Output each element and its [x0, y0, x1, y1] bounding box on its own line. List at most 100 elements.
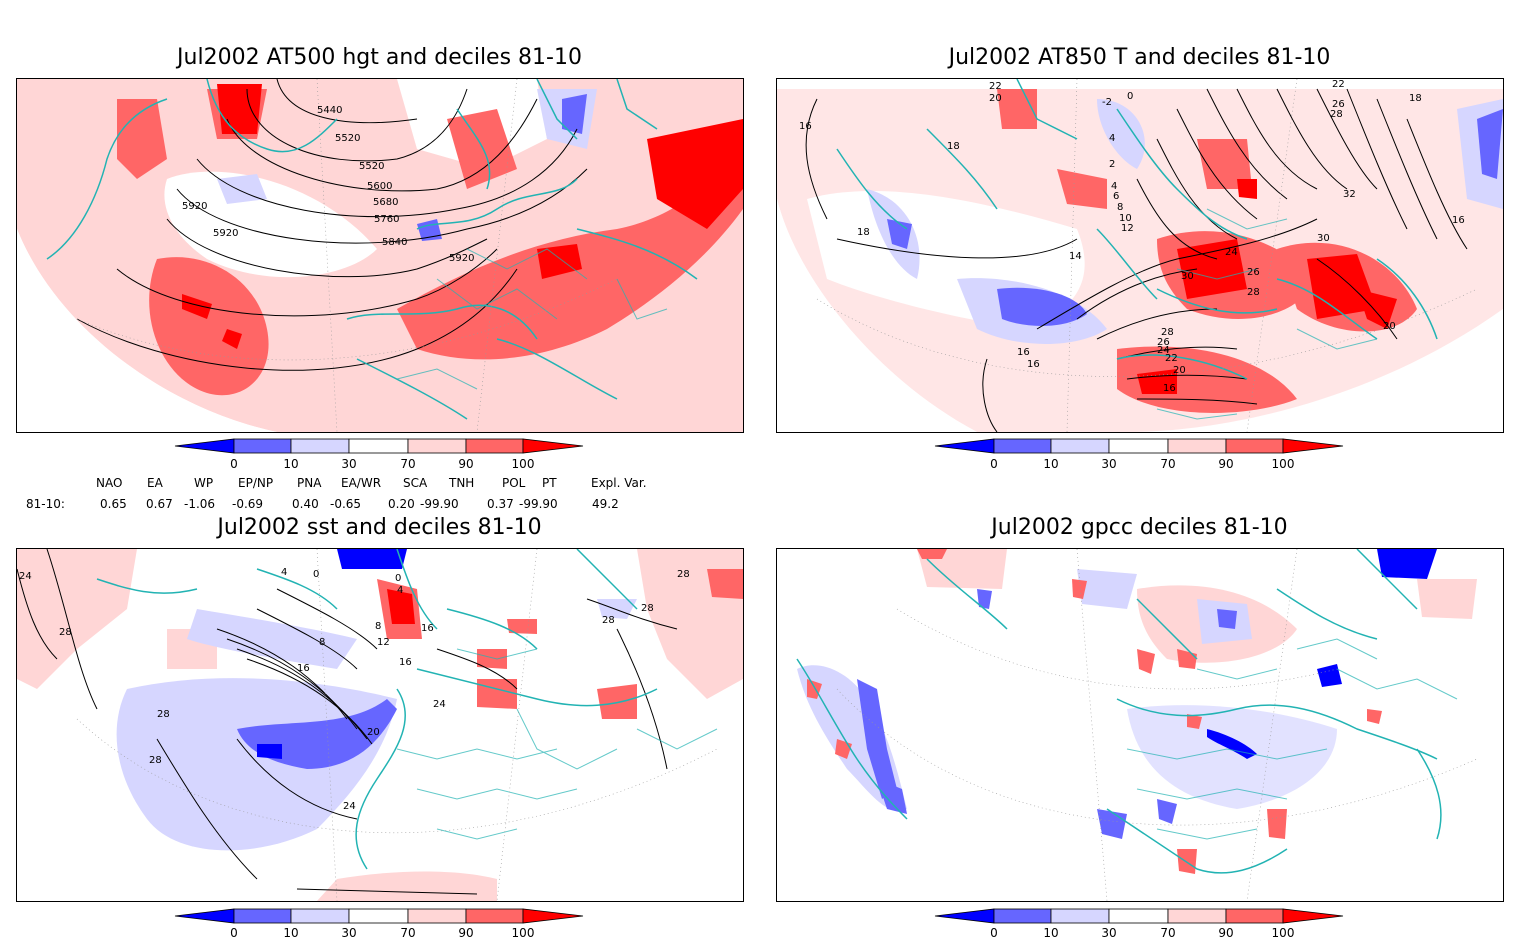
- decile-fill-mid-red: [397, 129, 743, 360]
- colorbar-tick: 30: [1101, 926, 1116, 940]
- decile-fill-deep-red: [1357, 289, 1397, 329]
- index-header-pt: PT: [542, 476, 557, 490]
- projection-outside: [1257, 309, 1503, 432]
- contour-label: 5680: [373, 197, 398, 208]
- colorbar-tick: 100: [1272, 926, 1295, 940]
- decile-fill-mid-red: [1057, 169, 1107, 209]
- contour-label: 16: [1452, 215, 1465, 226]
- decile-fill-light-blue: [1077, 569, 1137, 609]
- index-header-tnh: TNH: [449, 476, 475, 490]
- contour-label: 28: [641, 603, 654, 614]
- contour-label: 28: [1161, 327, 1174, 338]
- contour-label: 18: [1409, 93, 1422, 104]
- index-header-sca: SCA: [403, 476, 428, 490]
- decile-fill-mid-red: [997, 89, 1037, 129]
- decile-fill-mid-red: [447, 109, 517, 189]
- colorbar-tick: 10: [283, 457, 298, 471]
- contour-label: 20: [1383, 321, 1396, 332]
- index-value-tnh: -99.90: [420, 497, 459, 511]
- contour-label: 4: [1111, 181, 1117, 192]
- contour-label: 16: [297, 663, 310, 674]
- decile-fill-deep-blue: [1207, 729, 1257, 759]
- contour-label: 28: [157, 709, 170, 720]
- colorbar-2: 0 10 30 70 90 100: [934, 438, 1344, 471]
- colorbar-4: 0 10 30 70 90 100: [934, 908, 1344, 940]
- decile-fill-deep-blue: [337, 549, 407, 569]
- contour-label: 16: [799, 121, 812, 132]
- decile-fill-deep-blue: [1317, 664, 1342, 687]
- projection-outside: [777, 549, 797, 589]
- contour-label: 10: [1119, 213, 1132, 224]
- colorbar-tick: 0: [990, 457, 998, 471]
- index-value-pt: -99.90: [519, 497, 558, 511]
- contour-label: 16: [421, 623, 434, 634]
- contour-label: 28: [1330, 109, 1343, 120]
- index-header-expl-var: Expl. Var.: [591, 476, 647, 490]
- contour-label: 5840: [382, 237, 407, 248]
- contour-label: 28: [149, 755, 162, 766]
- contour-label: 4: [1109, 133, 1115, 144]
- index-value-sca: 0.20: [388, 497, 415, 511]
- colorbar-tick: 0: [990, 926, 998, 940]
- colorbar-tick: 10: [283, 926, 298, 940]
- index-row-label: 81-10:: [26, 497, 65, 511]
- colorbar-tick: 90: [458, 926, 473, 940]
- index-value-expl-var: 49.2: [592, 497, 619, 511]
- contour-label: 12: [377, 637, 390, 648]
- contour-label: -2: [1102, 97, 1112, 108]
- decile-fill-white: [164, 171, 377, 278]
- index-header-epnp: EP/NP: [238, 476, 274, 490]
- decile-fill-mid-blue: [1097, 809, 1127, 839]
- decile-fill-deep-red: [1307, 254, 1377, 319]
- contour-label: 20: [367, 727, 380, 738]
- colorbar-tick: 70: [400, 926, 415, 940]
- contour-label: 4: [397, 585, 403, 596]
- decile-fill-mid-red: [149, 257, 269, 396]
- colorbar-tick: 10: [1043, 457, 1058, 471]
- decile-fill-mid-blue: [1477, 109, 1503, 179]
- contour-label: 30: [1181, 271, 1194, 282]
- contour-label: 16: [1163, 383, 1176, 394]
- contour-label: 24: [343, 801, 356, 812]
- contour-label: 28: [1247, 287, 1260, 298]
- colorbar-tick: 70: [1160, 457, 1175, 471]
- index-value-nao: 0.65: [100, 497, 127, 511]
- contour-label: 6: [1113, 191, 1119, 202]
- contour-label: 28: [677, 569, 690, 580]
- colorbar-1: 0 10 30 70 90 100: [174, 438, 584, 471]
- decile-fill-mid-red: [1137, 649, 1155, 674]
- contour-label: 0: [1127, 91, 1133, 102]
- decile-fill-light-red: [1417, 579, 1477, 619]
- colorbar-tick: 100: [1272, 457, 1295, 471]
- panel-title-4: Jul2002 gpcc deciles 81-10: [991, 515, 1288, 540]
- colorbar-tick: 90: [1218, 457, 1233, 471]
- colorbar-tick: 70: [400, 457, 415, 471]
- contour-label: 8: [375, 621, 381, 632]
- contour-label: 2: [1109, 159, 1115, 170]
- index-header-nao: NAO: [96, 476, 123, 490]
- contour-label: 5920: [182, 201, 207, 212]
- decile-fill-mid-red: [597, 684, 637, 719]
- decile-fill-mid-blue: [1217, 609, 1237, 629]
- decile-fill-mid-blue: [877, 779, 907, 814]
- index-value-eawr: -0.65: [330, 497, 362, 511]
- contour-label: 8: [319, 637, 325, 648]
- decile-fill-mid-blue: [562, 94, 587, 134]
- colorbar-tick: 100: [512, 926, 535, 940]
- index-value-wp: -1.06: [184, 497, 216, 511]
- colorbar-tick: 30: [1101, 457, 1116, 471]
- contour-label: 16: [1027, 359, 1040, 370]
- contour-label: 20: [1173, 365, 1186, 376]
- contour-label: 28: [602, 615, 615, 626]
- decile-fill-light-blue: [1097, 99, 1145, 169]
- decile-fill-deep-red: [537, 244, 582, 279]
- index-header-pol: POL: [502, 476, 526, 490]
- decile-fill-mid-blue: [977, 589, 992, 609]
- decile-fill-deep-blue: [257, 744, 282, 759]
- decile-fill-light-red: [317, 871, 497, 901]
- contour-label: 5920: [213, 228, 238, 239]
- contour-label: 24: [19, 571, 32, 582]
- contour-label: 30: [1317, 233, 1330, 244]
- map-panel-sst: 24 28 28 28 4 0 0 4 8 8 12 16 16 16 20 2…: [16, 548, 744, 902]
- decile-fill-deep-red: [387, 589, 415, 624]
